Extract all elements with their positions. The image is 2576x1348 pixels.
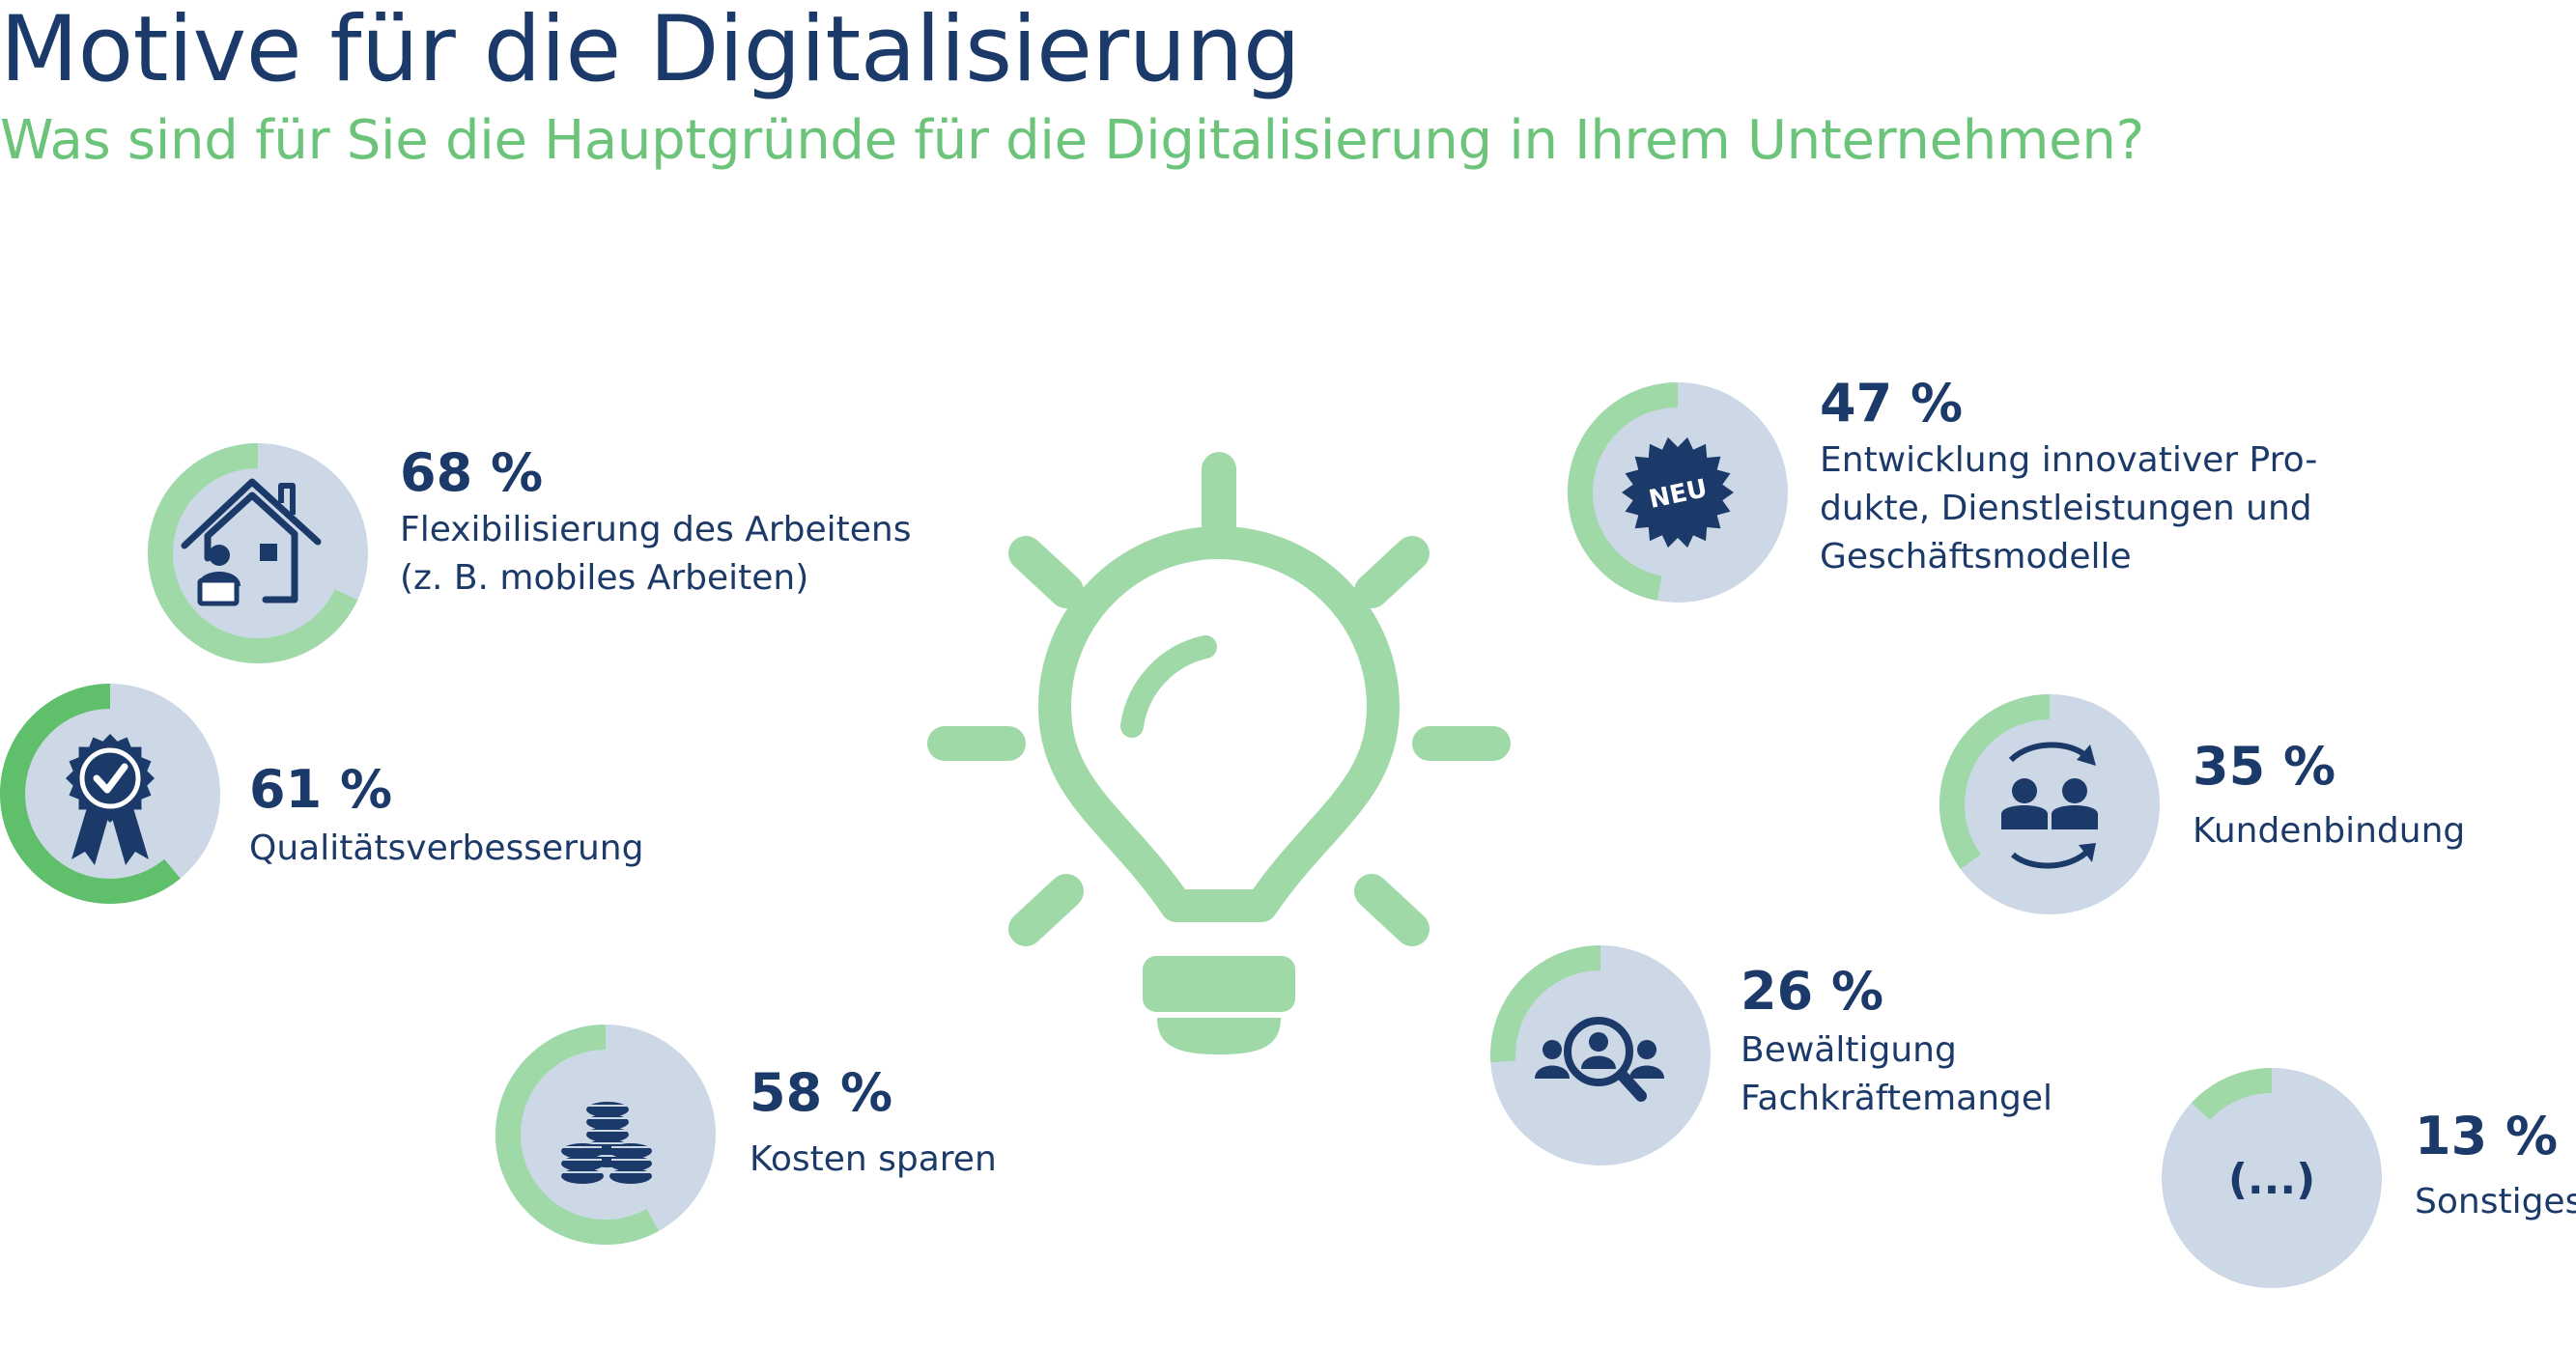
ellipsis-label: (...) xyxy=(2228,1155,2315,1204)
donut-segment xyxy=(1490,945,1711,1165)
category-label: Kundenbindung xyxy=(2193,811,2465,851)
value-label: 35 % xyxy=(2193,736,2335,797)
category-label: Fachkräftemangel xyxy=(1741,1079,2052,1118)
donut-item-costs: 58 % Kosten sparen xyxy=(495,1025,997,1245)
new-badge-icon: NEU xyxy=(1622,436,1734,548)
donut-segment xyxy=(495,1025,716,1245)
category-label: Qualitätsverbesserung xyxy=(249,828,643,868)
lightbulb-icon xyxy=(927,452,1511,1054)
customer-exchange-icon xyxy=(2001,742,2098,869)
category-label: Kosten sparen xyxy=(750,1139,997,1179)
donut-item-other: (...) 13 % Sonstiges xyxy=(2162,1068,2576,1288)
donut-item-flex: 68 % Flexibilisierung des Arbeitens (z. B.… xyxy=(148,442,912,663)
donut-item-quality: 61 % Qualitätsverbesserung xyxy=(0,684,643,904)
page-title: Motive für die Digitalisierung xyxy=(0,0,1300,102)
donut-item-innovation: NEU 47 % Entwicklung innovativer Pro-dukte… xyxy=(1568,373,2317,603)
category-label: Entwicklung innovativer Pro- xyxy=(1820,440,2317,480)
category-label: Bewältigung xyxy=(1741,1030,1957,1070)
value-label: 68 % xyxy=(400,442,543,503)
donut-item-skills: 26 % Bewältigung Fachkräftemangel xyxy=(1490,945,2052,1165)
value-label: 47 % xyxy=(1820,373,1963,434)
donut-track xyxy=(148,443,368,663)
donut-segment xyxy=(0,684,220,904)
donut-track xyxy=(2162,1068,2382,1288)
donut-segment xyxy=(1568,382,1788,603)
page-subtitle: Was sind für Sie die Hauptgründe für die… xyxy=(0,109,2144,172)
donut-segment xyxy=(2162,1068,2382,1288)
award-badge-icon xyxy=(66,734,155,865)
value-label: 58 % xyxy=(750,1062,892,1123)
donut-track xyxy=(1939,694,2160,914)
category-label: Flexibilisierung des Arbeitens xyxy=(400,510,912,549)
donut-segment xyxy=(148,443,368,663)
ellipsis-icon: (...) xyxy=(2228,1155,2315,1204)
category-label: (z. B. mobiles Arbeiten) xyxy=(400,558,808,598)
category-label: Sonstiges xyxy=(2415,1182,2576,1222)
category-label: Geschäftsmodelle xyxy=(1820,537,2132,576)
value-label: 26 % xyxy=(1741,961,1883,1022)
talent-search-icon xyxy=(1535,1017,1664,1102)
category-label: dukte, Dienstleistungen und xyxy=(1820,489,2312,528)
value-label: 13 % xyxy=(2415,1106,2558,1166)
donut-segment xyxy=(1939,694,2160,914)
value-label: 61 % xyxy=(249,759,392,820)
coin-stacks-icon xyxy=(561,1102,652,1184)
donut-item-retention: 35 % Kundenbindung xyxy=(1939,694,2465,914)
home-office-icon xyxy=(181,478,322,606)
